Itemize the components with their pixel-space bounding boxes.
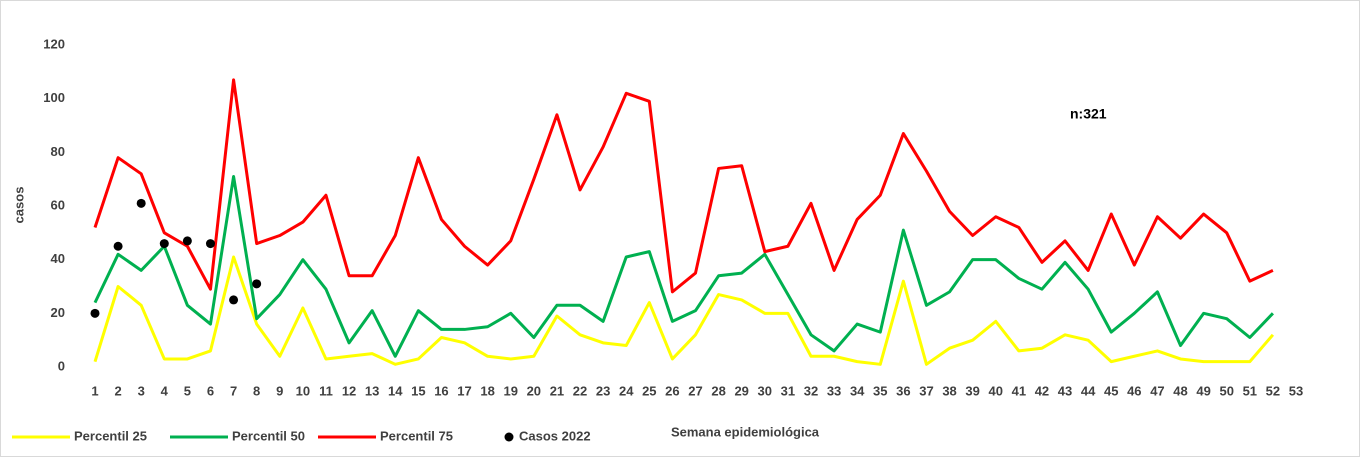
- x-tick-label: 34: [850, 383, 865, 398]
- x-tick-label: 44: [1081, 383, 1096, 398]
- data-line: [93, 78, 1274, 294]
- x-tick-label: 10: [296, 383, 310, 398]
- x-tick-label: 26: [665, 383, 679, 398]
- x-tick-label: 9: [276, 383, 283, 398]
- data-point: [136, 198, 146, 208]
- x-tick-label: 49: [1196, 383, 1210, 398]
- data-point: [229, 295, 239, 305]
- x-tick-label: 12: [342, 383, 356, 398]
- data-point: [159, 239, 169, 249]
- x-tick-label: 42: [1035, 383, 1049, 398]
- x-tick-label: 43: [1058, 383, 1072, 398]
- x-tick-label: 6: [207, 383, 214, 398]
- x-tick-label: 11: [319, 383, 333, 398]
- x-tick-label: 18: [480, 383, 494, 398]
- x-tick-label: 15: [411, 383, 425, 398]
- y-axis-label: casos: [11, 187, 26, 224]
- x-tick-label: 5: [184, 383, 191, 398]
- x-tick-label: 45: [1104, 383, 1118, 398]
- x-tick-label: 13: [365, 383, 379, 398]
- x-tick-label: 38: [942, 383, 956, 398]
- y-tick-label: 40: [51, 251, 65, 266]
- x-tick-label: 7: [230, 383, 237, 398]
- x-tick-label: 52: [1266, 383, 1280, 398]
- x-tick-label: 8: [253, 383, 260, 398]
- y-tick-label: 0: [58, 358, 65, 373]
- x-tick-label: 23: [596, 383, 610, 398]
- x-tick-label: 4: [161, 383, 169, 398]
- x-tick-label: 53: [1289, 383, 1303, 398]
- y-tick-label: 60: [51, 197, 65, 212]
- x-tick-label: 19: [503, 383, 517, 398]
- y-tick-label: 80: [51, 144, 65, 159]
- x-tick-label: 20: [527, 383, 541, 398]
- x-tick-label: 33: [827, 383, 841, 398]
- data-point: [113, 241, 123, 251]
- legend-label: Casos 2022: [519, 428, 591, 443]
- x-tick-label: 2: [114, 383, 121, 398]
- data-point: [252, 279, 262, 289]
- x-tick-label: 46: [1127, 383, 1141, 398]
- x-tick-label: 32: [804, 383, 818, 398]
- x-tick-label: 17: [457, 383, 471, 398]
- x-tick-label: 51: [1243, 383, 1257, 398]
- data-line: [93, 255, 1275, 366]
- x-tick-label: 50: [1219, 383, 1233, 398]
- x-tick-label: 21: [550, 383, 564, 398]
- data-point: [182, 236, 192, 246]
- x-tick-label: 40: [989, 383, 1003, 398]
- x-tick-label: 14: [388, 383, 403, 398]
- y-tick-label: 120: [43, 36, 65, 51]
- data-point: [205, 239, 215, 249]
- annotation: n:321: [1070, 106, 1107, 122]
- data-line: [93, 174, 1274, 358]
- x-axis-label: Semana epidemiológica: [671, 424, 820, 439]
- legend-marker: [504, 432, 514, 442]
- x-tick-label: 35: [873, 383, 887, 398]
- x-tick-label: 27: [688, 383, 702, 398]
- legend-label: Percentil 50: [232, 428, 305, 443]
- x-tick-label: 25: [642, 383, 656, 398]
- x-tick-label: 48: [1173, 383, 1187, 398]
- legend-label: Percentil 25: [74, 428, 147, 443]
- x-tick-label: 3: [138, 383, 145, 398]
- y-tick-label: 100: [43, 90, 65, 105]
- x-tick-label: 29: [734, 383, 748, 398]
- x-tick-label: 16: [434, 383, 448, 398]
- x-tick-label: 31: [781, 383, 795, 398]
- x-tick-label: 37: [919, 383, 933, 398]
- x-tick-label: 22: [573, 383, 587, 398]
- x-tick-label: 47: [1150, 383, 1164, 398]
- data-point: [90, 308, 100, 318]
- x-tick-label: 39: [965, 383, 979, 398]
- x-tick-label: 41: [1012, 383, 1026, 398]
- y-tick-label: 20: [51, 305, 65, 320]
- x-tick-label: 30: [758, 383, 772, 398]
- x-tick-label: 28: [711, 383, 725, 398]
- x-tick-label: 36: [896, 383, 910, 398]
- legend-label: Percentil 75: [380, 428, 453, 443]
- x-tick-label: 1: [91, 383, 98, 398]
- x-tick-label: 24: [619, 383, 634, 398]
